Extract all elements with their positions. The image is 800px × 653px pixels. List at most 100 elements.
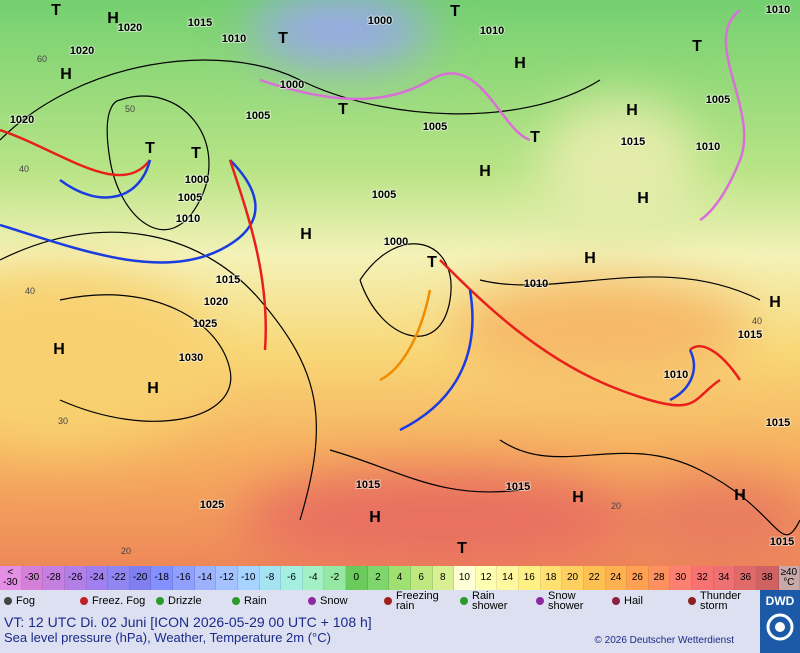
isobar-label: 1000 [384, 236, 408, 248]
scale-label: -4 [308, 572, 318, 583]
scale-label: -12 [219, 572, 234, 583]
pressure-center: T [338, 101, 348, 118]
legend-icon [536, 597, 544, 605]
scale-label: 4 [396, 572, 403, 583]
isobar-label: 1015 [188, 17, 212, 29]
scale-cell: 16 [519, 566, 541, 590]
pressure-center: H [769, 294, 781, 311]
scale-cell: 38 [756, 566, 779, 590]
scale-label: 14 [502, 572, 514, 583]
temperature-label: 50 [125, 104, 135, 114]
scale-cell: < -30 [0, 566, 22, 590]
legend-icon [232, 597, 240, 605]
copyright: © 2026 Deutscher Wetterdienst [594, 635, 734, 646]
legend-icon [688, 597, 696, 605]
pressure-center: H [514, 55, 526, 72]
isobar-label: 1020 [204, 296, 228, 308]
scale-label: 24 [610, 572, 622, 583]
scale-label: 32 [696, 572, 708, 583]
map: 1015 1020 1020 1010 1000 1010 1010 1000 1005 1005… [0, 0, 800, 570]
logo-text: DWD [765, 594, 795, 608]
scale-label: -30 [24, 572, 40, 583]
scale-cell: -8 [259, 566, 282, 590]
isobar-label: 1025 [193, 318, 217, 330]
legend-label: Fog [16, 595, 35, 607]
temperature-label: 60 [37, 54, 47, 64]
color-scale: < -30 -30 -28 -26 -24 -22 -20 -18 -16 -14 -12 -10 -8… [0, 566, 800, 590]
isobar-label: 1020 [118, 22, 142, 34]
scale-cell: -12 [216, 566, 238, 590]
scale-cell: 34 [713, 566, 736, 590]
isobar-label: 1000 [368, 15, 392, 27]
pressure-center: T [530, 129, 540, 146]
scale-label: 22 [588, 572, 600, 583]
scale-label: -28 [46, 572, 61, 583]
scale-label: 6 [418, 572, 424, 583]
legend-item: Snow [304, 590, 380, 612]
scale-cell: -10 [237, 566, 260, 590]
scale-label: -26 [67, 572, 83, 583]
scale-cell: 22 [583, 566, 606, 590]
temperature-label: 30 [58, 416, 68, 426]
isobar-label: 1015 [356, 479, 380, 491]
isobar-label: 1000 [280, 79, 304, 91]
scale-cell: -2 [324, 566, 346, 590]
isobar-label: 1010 [696, 141, 720, 153]
legend-icon [156, 597, 164, 605]
pressure-center: H [626, 102, 638, 119]
scale-label: 34 [718, 572, 730, 583]
pressure-center: H [637, 190, 649, 207]
scale-label: 10 [458, 572, 470, 583]
temperature-label: 20 [121, 546, 131, 556]
temperature-blobs [0, 0, 800, 570]
isobar-label: 1015 [766, 417, 790, 429]
scale-cell: -22 [108, 566, 130, 590]
legend-icon [80, 597, 88, 605]
scale-cell: -28 [43, 566, 65, 590]
isobar-label: 1010 [664, 369, 688, 381]
scale-label: 18 [545, 572, 557, 583]
pressure-center: T [278, 30, 288, 47]
pressure-center: H [369, 509, 381, 526]
isobar-label: 1025 [200, 499, 224, 511]
legend-label: Thunder storm [700, 590, 741, 612]
isobar-label: 1010 [480, 25, 504, 37]
legend-item: Rain shower [456, 590, 532, 612]
scale-label: 16 [523, 572, 535, 583]
scale-label: -22 [111, 572, 126, 583]
legend-label: Rain shower [472, 590, 508, 612]
scale-cell: -24 [86, 566, 109, 590]
isobar-label: 1010 [766, 4, 790, 16]
legend-icon [4, 597, 12, 605]
scale-label: -2 [330, 572, 340, 583]
scale-cell: -26 [64, 566, 87, 590]
scale-label: 8 [440, 572, 446, 583]
temperature-label: 40 [752, 316, 762, 326]
pressure-center: T [457, 540, 467, 557]
legend-item: Snow shower [532, 590, 608, 612]
scale-label: -6 [286, 572, 296, 583]
scale-cell: -30 [21, 566, 44, 590]
scale-cell: 2 [367, 566, 390, 590]
scale-cell: 8 [432, 566, 455, 590]
isobar-label: 1030 [179, 352, 203, 364]
isobar-label: 1015 [621, 136, 645, 148]
legend-item: Freezing rain [380, 590, 456, 612]
pressure-center: H [734, 487, 746, 504]
isobar-label: 1010 [176, 213, 200, 225]
scale-cell: 20 [562, 566, 584, 590]
scale-cell: 30 [670, 566, 692, 590]
scale-label: 36 [740, 572, 752, 583]
legend-label: Snow shower [548, 590, 584, 612]
legend-label: Drizzle [168, 595, 202, 607]
scale-label: ≥40 °C [780, 567, 798, 588]
scale-label: -10 [240, 572, 256, 583]
pressure-center: H [60, 66, 72, 83]
pressure-center: T [450, 3, 460, 20]
temperature-label: 40 [25, 286, 35, 296]
scale-label: -8 [265, 572, 275, 583]
scale-cell: 18 [540, 566, 563, 590]
pressure-center: T [692, 38, 702, 55]
scale-label: 38 [761, 572, 773, 583]
pressure-center: H [572, 489, 584, 506]
